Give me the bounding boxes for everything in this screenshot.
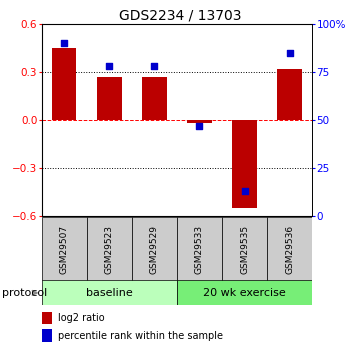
Bar [177, 217, 222, 281]
Text: GSM29536: GSM29536 [285, 225, 294, 274]
Bar [42, 329, 52, 342]
Point [151, 63, 157, 69]
Bar [232, 120, 257, 208]
Point [61, 40, 67, 46]
Point [287, 50, 292, 56]
Bar [187, 120, 212, 123]
Text: 20 wk exercise: 20 wk exercise [203, 288, 286, 298]
Text: GSM29533: GSM29533 [195, 225, 204, 274]
Text: GSM29507: GSM29507 [60, 225, 69, 274]
Bar [97, 77, 122, 120]
Bar [267, 217, 312, 281]
Text: GSM29523: GSM29523 [105, 225, 114, 274]
Bar [42, 280, 177, 305]
Bar [132, 217, 177, 281]
Bar [277, 69, 302, 120]
Bar [87, 217, 132, 281]
Text: baseline: baseline [86, 288, 132, 298]
Bar [42, 217, 87, 281]
Point [196, 123, 202, 128]
Text: GDS2234 / 13703: GDS2234 / 13703 [119, 9, 242, 23]
Bar [42, 312, 52, 324]
Bar [177, 280, 312, 305]
Text: percentile rank within the sample: percentile rank within the sample [58, 331, 223, 341]
Bar [142, 77, 167, 120]
Text: GSM29529: GSM29529 [150, 225, 159, 274]
Bar [52, 48, 77, 120]
Point [242, 188, 248, 194]
Text: GSM29535: GSM29535 [240, 225, 249, 274]
Point [106, 63, 112, 69]
Text: protocol: protocol [2, 288, 47, 298]
Bar [222, 217, 267, 281]
Text: log2 ratio: log2 ratio [58, 313, 104, 323]
